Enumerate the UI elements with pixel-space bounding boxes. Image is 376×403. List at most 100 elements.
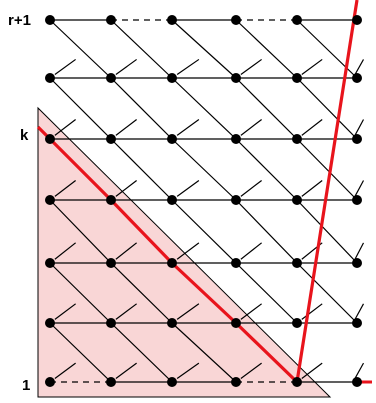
ascending-edge [240, 180, 262, 197]
descending-edge [171, 322, 237, 383]
ascending-edge [354, 119, 365, 136]
ascending-edge [176, 58, 200, 76]
highlight-path-edge [234, 321, 299, 384]
ascending-edge [354, 242, 365, 260]
ascending-edge [354, 362, 365, 379]
lattice-node [292, 134, 302, 144]
lattice-node [231, 15, 241, 25]
ascending-edge [354, 59, 365, 75]
lattice-node [231, 134, 241, 144]
edge-layer [49, 19, 372, 384]
lattice-node [167, 258, 177, 268]
label-top-row: r+1 [8, 12, 31, 29]
highlight-path-edge [109, 198, 174, 265]
ascending-edge [176, 118, 200, 136]
ascending-edge [115, 303, 137, 320]
descending-edge [110, 322, 173, 383]
descending-edge [235, 262, 298, 324]
highlight-path [36, 0, 359, 384]
ascending-edge [176, 179, 200, 197]
ascending-edge [54, 362, 76, 379]
lattice-node [45, 134, 55, 144]
lattice-node [106, 73, 116, 83]
descending-edge [171, 19, 237, 79]
lattice-node [292, 377, 302, 387]
lattice-node [106, 377, 116, 387]
lattice-node [106, 195, 116, 205]
descending-edge [171, 199, 237, 264]
ascending-edge [240, 242, 262, 260]
ascending-edge [54, 58, 76, 76]
ascending-edge [240, 58, 262, 76]
label-row-k: k [20, 127, 29, 144]
node-layer [45, 15, 362, 387]
lattice-node [352, 377, 362, 387]
descending-edge [235, 19, 298, 79]
lattice-node [106, 258, 116, 268]
lattice-node [45, 15, 55, 25]
lattice-node [231, 377, 241, 387]
lattice-node [292, 258, 302, 268]
lattice-node [292, 318, 302, 328]
lattice-node [352, 15, 362, 25]
ascending-edge [240, 119, 262, 136]
lattice-node [45, 258, 55, 268]
descending-edge [49, 199, 112, 264]
descending-edge [171, 77, 237, 140]
ascending-edge [176, 303, 200, 320]
ascending-edge [354, 180, 365, 197]
ascending-edge [115, 242, 137, 260]
lattice-node [167, 73, 177, 83]
descending-edge [296, 199, 358, 264]
descending-edge [296, 77, 358, 140]
ascending-edge [176, 362, 200, 379]
ascending-edge [115, 362, 137, 379]
ascending-edge [301, 362, 323, 379]
lattice-node [231, 73, 241, 83]
descending-edge [110, 138, 173, 201]
descending-edge [171, 138, 237, 201]
descending-edge [49, 322, 112, 383]
lattice-node [352, 258, 362, 268]
descending-edge [296, 262, 358, 324]
highlight-path-edge [48, 137, 113, 202]
lattice-node [292, 73, 302, 83]
lattice-node [45, 73, 55, 83]
lattice-node [292, 15, 302, 25]
lattice-node [106, 15, 116, 25]
lattice-node [231, 258, 241, 268]
lattice-node [106, 134, 116, 144]
lattice-node [45, 318, 55, 328]
descending-edge [110, 262, 173, 324]
ascending-edge [301, 303, 323, 320]
lattice-node [167, 15, 177, 25]
lattice-node [45, 377, 55, 387]
ascending-edge [54, 242, 76, 260]
descending-edge [110, 19, 173, 79]
lattice-node [106, 318, 116, 328]
highlight-path-edge [295, 0, 359, 383]
ascending-edge [115, 180, 137, 197]
highlight-path-edge [170, 261, 238, 325]
lattice-node [352, 134, 362, 144]
ascending-edge [301, 119, 323, 136]
ascending-edge [301, 58, 323, 76]
descending-edge [49, 77, 112, 140]
lattice-node [167, 318, 177, 328]
ascending-edge [240, 362, 262, 379]
ascending-edge [115, 119, 137, 136]
lattice-node [45, 195, 55, 205]
descending-edge [110, 77, 173, 140]
lattice-node [292, 195, 302, 205]
ascending-edge [54, 119, 76, 136]
label-bottom-row: 1 [22, 377, 30, 394]
ascending-edge [115, 58, 137, 76]
ascending-edge [54, 180, 76, 197]
lattice-node [352, 318, 362, 328]
descending-edge [49, 262, 112, 324]
lattice-node [167, 195, 177, 205]
ascending-edge [54, 303, 76, 320]
descending-edge [235, 138, 298, 201]
ascending-edge [301, 180, 323, 197]
lattice-node [167, 377, 177, 387]
